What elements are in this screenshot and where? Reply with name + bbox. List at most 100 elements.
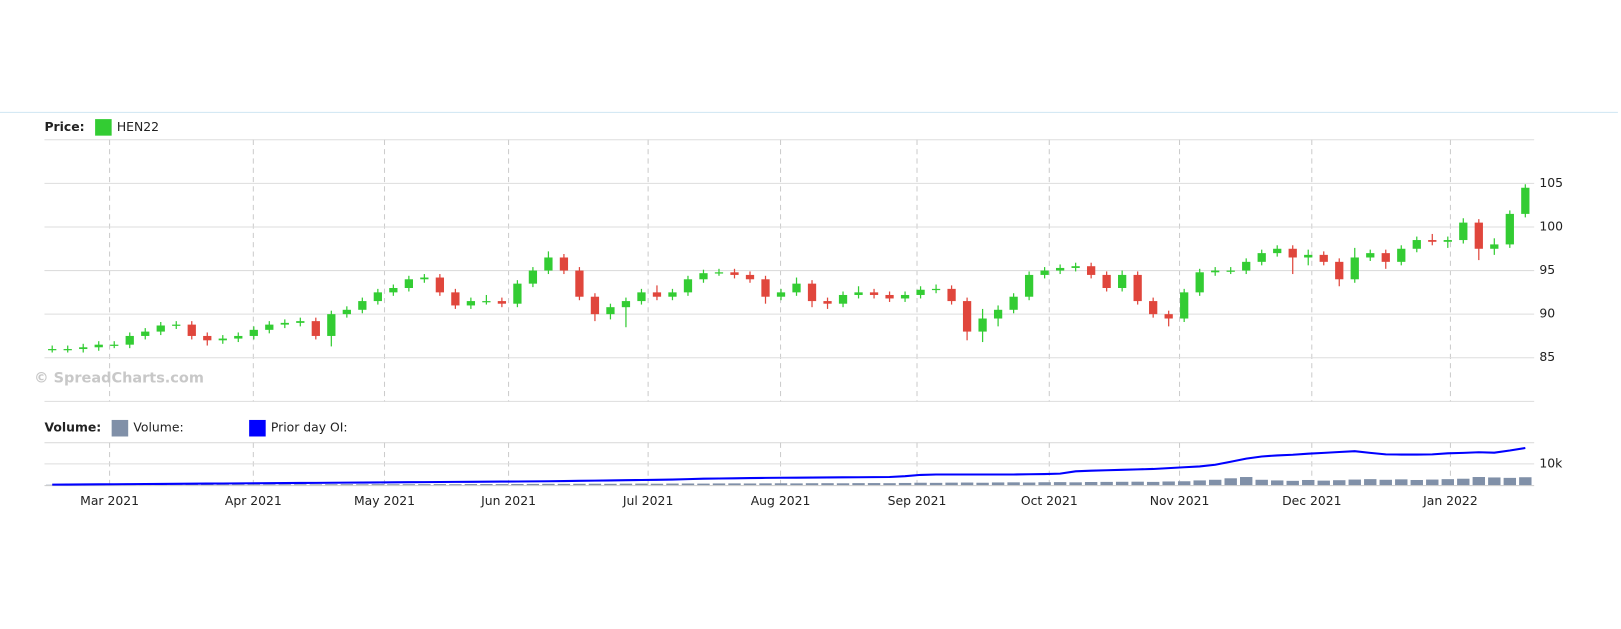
volume-bar (759, 483, 772, 486)
candle-body (869, 292, 879, 295)
y-tick-label: 100 (1539, 218, 1563, 233)
candle-body (1009, 296, 1018, 310)
candle-body (1195, 272, 1204, 293)
candle-body (79, 347, 88, 350)
candle-body (761, 279, 770, 297)
candle-body (1521, 187, 1530, 214)
candle-body (1288, 248, 1297, 258)
legend-label: HEN22 (117, 119, 159, 134)
volume-bar (914, 482, 927, 486)
volume-bar (1364, 479, 1377, 486)
volume-bar (728, 483, 741, 486)
volume-bar (1395, 479, 1408, 486)
candle-body (187, 324, 196, 336)
volume-bar (1193, 480, 1206, 486)
candle-body (1102, 274, 1111, 289)
candle-body (1505, 213, 1514, 245)
candle-body (203, 335, 212, 341)
candle-body (637, 292, 646, 302)
volume-bar (991, 482, 1005, 486)
x-tick-label: Aug 2021 (751, 493, 811, 508)
y-tick-label: 85 (1539, 349, 1555, 364)
x-tick-label: May 2021 (354, 493, 415, 508)
candle-body (1474, 222, 1483, 249)
candle-body (1242, 261, 1251, 271)
legend-swatch (249, 419, 266, 437)
volume-bar (635, 483, 648, 486)
candle-body (1381, 253, 1390, 262)
volume-bar (294, 484, 307, 486)
candle-body (823, 301, 832, 304)
legend-title: Price: (44, 119, 84, 134)
volume-bar (650, 483, 664, 486)
volume-bar (1503, 477, 1517, 486)
volume-bar (945, 482, 958, 486)
volume-bar (1131, 481, 1144, 486)
legend-title: Volume: (44, 420, 101, 435)
volume-bar (960, 482, 974, 486)
watermark: © SpreadCharts.com (34, 371, 204, 387)
candle-body (156, 325, 165, 332)
volume-bar (588, 483, 602, 486)
candle-body (342, 309, 351, 315)
candle-body (172, 324, 181, 326)
volume-bar (1457, 478, 1470, 486)
volume-bar (449, 484, 462, 486)
volume-bar (356, 484, 369, 486)
volume-bar (1115, 481, 1129, 486)
volume-bar (976, 482, 989, 486)
volume-bar (480, 484, 493, 486)
candle-body (296, 321, 305, 323)
volume-bar (697, 483, 710, 486)
volume-bar (542, 483, 555, 486)
volume-bar (387, 484, 400, 486)
candle-body (590, 296, 600, 315)
candle-body (1490, 244, 1499, 249)
legend-swatch (111, 419, 129, 437)
candle-body (1024, 274, 1034, 297)
x-tick-label: Sep 2021 (888, 493, 947, 508)
x-tick-label: Jun 2021 (480, 493, 536, 508)
candle-body (389, 288, 398, 293)
volume-bar (1084, 482, 1098, 486)
volume-bar (1069, 482, 1082, 486)
candle-body (1397, 248, 1406, 262)
oi-line (52, 446, 1526, 486)
candle-body (745, 274, 755, 280)
volume-bar (1519, 477, 1532, 486)
candle-body (249, 329, 258, 336)
candle-body (1257, 253, 1266, 262)
candle-body (885, 294, 894, 299)
candle-body (1304, 254, 1313, 258)
volume-bar (557, 483, 571, 486)
volume-bar (371, 484, 385, 486)
volume-bar (681, 483, 695, 486)
candle-body (141, 331, 150, 336)
candle-body (218, 338, 227, 341)
volume-bar (526, 483, 540, 486)
candle-body (559, 257, 569, 271)
candle-body (962, 301, 972, 332)
volume-bar (1317, 480, 1330, 486)
volume-bar (852, 483, 865, 486)
candle-body (1350, 257, 1359, 280)
volume-bar (1333, 480, 1346, 486)
candle-body (48, 349, 57, 351)
volume-bar (1255, 479, 1268, 486)
candle-body (1040, 270, 1049, 275)
x-tick-label: Jul 2021 (622, 493, 673, 508)
candle-body (1055, 267, 1065, 271)
volume-bar (402, 484, 416, 486)
candle-body (404, 279, 413, 289)
x-tick-label: Mar 2021 (80, 493, 139, 508)
volume-bar (743, 483, 757, 486)
candle-body (234, 335, 243, 339)
volume-bar (464, 484, 478, 486)
candle-body (606, 307, 615, 315)
candle-body (699, 273, 708, 280)
volume-bar (418, 484, 431, 486)
volume-bar (898, 482, 912, 486)
candle-body (466, 301, 476, 306)
